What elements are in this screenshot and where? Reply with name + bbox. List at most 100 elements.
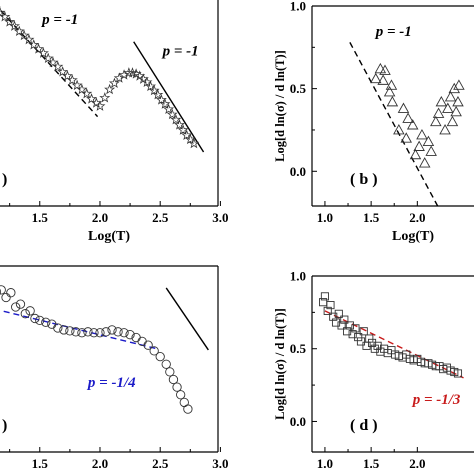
data-point	[385, 79, 398, 90]
panel-label: )	[2, 417, 7, 434]
data-point	[0, 6, 6, 18]
y-tick-label: 0.0	[290, 164, 306, 179]
data-point	[163, 103, 175, 114]
data-point	[393, 124, 405, 135]
data-point	[413, 140, 425, 151]
data-point	[125, 330, 135, 340]
data-series	[0, 6, 200, 149]
plot-area	[0, 6, 205, 153]
data-point	[152, 88, 164, 100]
plot-area	[0, 285, 209, 414]
x-tick-label: 2.0	[92, 210, 108, 225]
y-axis-label: Log[d ln(σ) / d ln(T)]	[273, 308, 287, 420]
data-point	[89, 328, 99, 338]
data-point	[176, 390, 186, 400]
plot-area	[349, 42, 465, 206]
data-point	[397, 102, 410, 113]
data-point	[57, 66, 69, 77]
data-point	[52, 60, 64, 72]
data-point	[155, 351, 165, 362]
data-point	[452, 95, 464, 107]
data-point	[354, 333, 363, 342]
data-point	[145, 80, 157, 92]
fit-line	[165, 287, 209, 351]
data-point	[0, 11, 11, 22]
data-point	[320, 292, 329, 301]
data-point	[409, 148, 422, 160]
slope-annotation: p = -1	[40, 12, 78, 28]
y-tick-label: 1.0	[290, 269, 306, 284]
x-tick-label: 2.0	[92, 456, 108, 471]
data-point	[66, 74, 78, 85]
data-point	[369, 72, 382, 84]
y-tick-label: 1.0	[290, 0, 306, 14]
fit-line	[349, 42, 439, 206]
data-point	[53, 323, 63, 333]
y-axis-label: Log[d ln(σ) / d ln(T)]	[273, 50, 287, 162]
data-point	[23, 33, 35, 45]
data-series	[319, 292, 463, 378]
data-point	[161, 359, 171, 369]
panel-a: 1.5 2.0 2.5 3.0 Log(T) p = -1 p = -1)	[0, 0, 229, 244]
data-point	[99, 92, 111, 103]
data-point	[108, 77, 120, 88]
x-tick-label: 1.0	[317, 456, 333, 471]
data-point	[184, 133, 196, 145]
slope-annotation: p = -1/3	[411, 392, 461, 408]
data-point	[373, 341, 382, 350]
data-point	[181, 129, 193, 140]
data-point	[337, 321, 346, 330]
x-tick-label: 1.5	[32, 210, 49, 225]
x-tick-label: 3.0	[212, 210, 228, 225]
data-point	[76, 83, 88, 95]
data-point	[148, 84, 160, 96]
data-point	[425, 145, 437, 156]
data-point	[141, 76, 153, 87]
data-point	[47, 56, 59, 68]
data-point	[127, 67, 138, 78]
data-point	[326, 301, 335, 310]
fit-line	[0, 309, 158, 350]
data-point	[383, 86, 396, 97]
data-point	[343, 327, 352, 336]
data-point	[101, 327, 111, 337]
plot-area	[319, 292, 464, 379]
data-point	[37, 47, 49, 58]
data-point	[137, 336, 147, 347]
data-point	[418, 157, 431, 168]
data-point	[71, 79, 83, 91]
data-point	[340, 315, 349, 324]
data-point	[356, 337, 366, 346]
data-point	[123, 67, 135, 78]
x-tick-label: 2.0	[409, 456, 425, 471]
data-point	[379, 64, 391, 75]
x-tick-label: 1.0	[317, 210, 333, 225]
data-point	[119, 328, 129, 338]
data-point	[149, 346, 159, 356]
data-point	[71, 327, 81, 337]
data-point	[453, 369, 463, 378]
x-tick-label: 2.5	[152, 210, 169, 225]
data-point	[329, 312, 338, 321]
data-point	[83, 327, 93, 337]
data-point	[0, 285, 6, 295]
data-point	[334, 309, 343, 318]
panel-label: ( b )	[350, 171, 378, 188]
data-point	[165, 367, 175, 377]
data-point	[81, 87, 93, 99]
data-point	[406, 119, 419, 130]
data-point	[86, 93, 98, 104]
x-tick-label: 1.5	[363, 210, 380, 225]
data-point	[1, 292, 11, 303]
data-point	[59, 325, 69, 335]
data-point	[30, 313, 40, 324]
data-point	[168, 374, 179, 385]
data-series	[0, 285, 193, 414]
data-point	[65, 326, 75, 336]
data-point	[6, 288, 16, 298]
y-tick-label: 0.0	[290, 414, 306, 429]
data-point	[351, 324, 360, 333]
data-point	[432, 107, 445, 118]
x-tick-label: 1.5	[363, 456, 380, 471]
